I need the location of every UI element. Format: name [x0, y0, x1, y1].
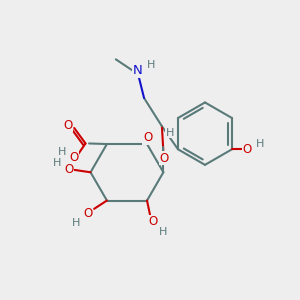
Text: O: O — [243, 143, 252, 156]
Text: H: H — [146, 60, 155, 70]
Text: O: O — [83, 207, 92, 220]
Text: H: H — [159, 227, 167, 237]
Text: O: O — [143, 131, 152, 144]
Text: H: H — [52, 158, 61, 168]
Text: O: O — [63, 118, 72, 131]
Text: N: N — [133, 64, 143, 77]
Text: H: H — [72, 218, 80, 228]
Text: O: O — [159, 152, 169, 164]
Text: O: O — [148, 215, 158, 228]
Text: O: O — [69, 151, 78, 164]
Text: H: H — [58, 147, 67, 158]
Text: H: H — [256, 139, 264, 149]
Text: H: H — [166, 128, 174, 138]
Text: O: O — [64, 163, 74, 176]
